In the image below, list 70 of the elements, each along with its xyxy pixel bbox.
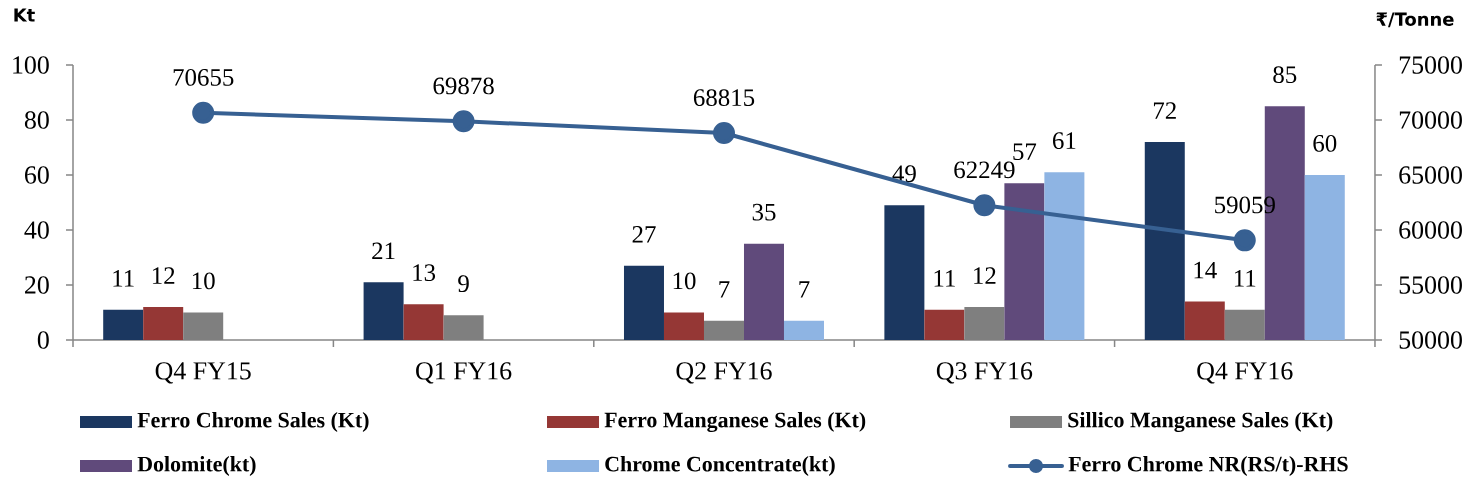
bar <box>1184 301 1225 340</box>
bar <box>743 243 784 340</box>
y-axis-title: Kt <box>14 8 35 22</box>
x-tick-label: Q4 FY15 <box>155 362 251 384</box>
bar <box>363 282 404 340</box>
data-label: 11 <box>1234 270 1256 287</box>
bar <box>924 309 965 340</box>
point <box>192 101 215 124</box>
legend-label: Dolomite(kt) <box>137 456 256 476</box>
point <box>973 194 996 217</box>
point <box>1233 229 1256 252</box>
data-label: 14 <box>1194 261 1217 279</box>
legend-label: Ferro Chrome NR(RS/t)-RHS <box>1068 456 1348 476</box>
data-label: 11 <box>113 270 134 287</box>
data-label: 68815 <box>693 89 755 107</box>
data-label: 10 <box>192 272 215 290</box>
y-tick-label: 100 <box>13 56 49 74</box>
legend-label: Ferro Manganese Sales (Kt) <box>604 411 866 433</box>
x-tick-label: Q3 FY16 <box>936 362 1033 384</box>
bar <box>1304 175 1345 340</box>
y2-tick-label: 70000 <box>1399 111 1462 129</box>
x-tick-label: Q1 FY16 <box>416 362 512 384</box>
data-label: 7 <box>719 281 730 298</box>
data-label: 49 <box>892 165 916 183</box>
data-label: 11 <box>934 270 955 287</box>
y2-tick-label: 55000 <box>1399 276 1462 294</box>
data-label: 21 <box>372 242 395 260</box>
point <box>712 122 735 145</box>
data-label: 57 <box>1013 143 1037 161</box>
data-label: 85 <box>1273 66 1297 84</box>
bar <box>1044 172 1085 340</box>
y-tick-label: 40 <box>24 221 49 239</box>
y-tick-label: 20 <box>25 276 49 294</box>
data-label: 13 <box>413 264 436 282</box>
bar <box>143 307 184 340</box>
data-label: 10 <box>673 272 696 290</box>
y2-tick-label: 65000 <box>1399 166 1462 184</box>
data-label: 7 <box>799 281 810 298</box>
data-label: 12 <box>974 267 996 284</box>
bar <box>783 320 824 340</box>
bar <box>1004 183 1045 340</box>
legend-label: Ferro Chrome Sales (Kt) <box>137 412 369 432</box>
y2-tick-label: 50000 <box>1399 331 1462 349</box>
y-tick-label: 60 <box>25 166 49 184</box>
data-label: 60 <box>1313 134 1337 152</box>
bar <box>103 309 144 340</box>
bar <box>884 205 925 340</box>
point <box>452 110 475 133</box>
bar <box>1144 142 1185 340</box>
legend-label: Chrome Concentrate(kt) <box>605 456 835 476</box>
x-tick-label: Q4 FY16 <box>1197 362 1293 384</box>
data-label: 12 <box>152 267 175 284</box>
y2-axis-title: ₹/Tonne <box>1376 12 1454 28</box>
data-label: 69878 <box>433 77 494 95</box>
data-label: 72 <box>1153 102 1176 119</box>
data-label: 9 <box>458 275 469 293</box>
y-tick-label: 0 <box>37 331 49 349</box>
bar <box>663 312 704 340</box>
data-label: 61 <box>1052 132 1076 150</box>
data-label: 70655 <box>173 68 234 86</box>
y2-tick-label: 75000 <box>1399 56 1462 74</box>
legend-label: Sillico Manganese Sales (Kt) <box>1068 411 1333 433</box>
data-label: 35 <box>752 203 776 221</box>
y2-tick-label: 60000 <box>1399 221 1462 239</box>
bar <box>623 265 664 340</box>
data-label: 62249 <box>954 161 1015 179</box>
y-tick-label: 80 <box>24 111 49 129</box>
x-tick-label: Q2 FY16 <box>676 362 772 384</box>
data-label: 27 <box>632 226 656 243</box>
bar <box>403 304 444 340</box>
